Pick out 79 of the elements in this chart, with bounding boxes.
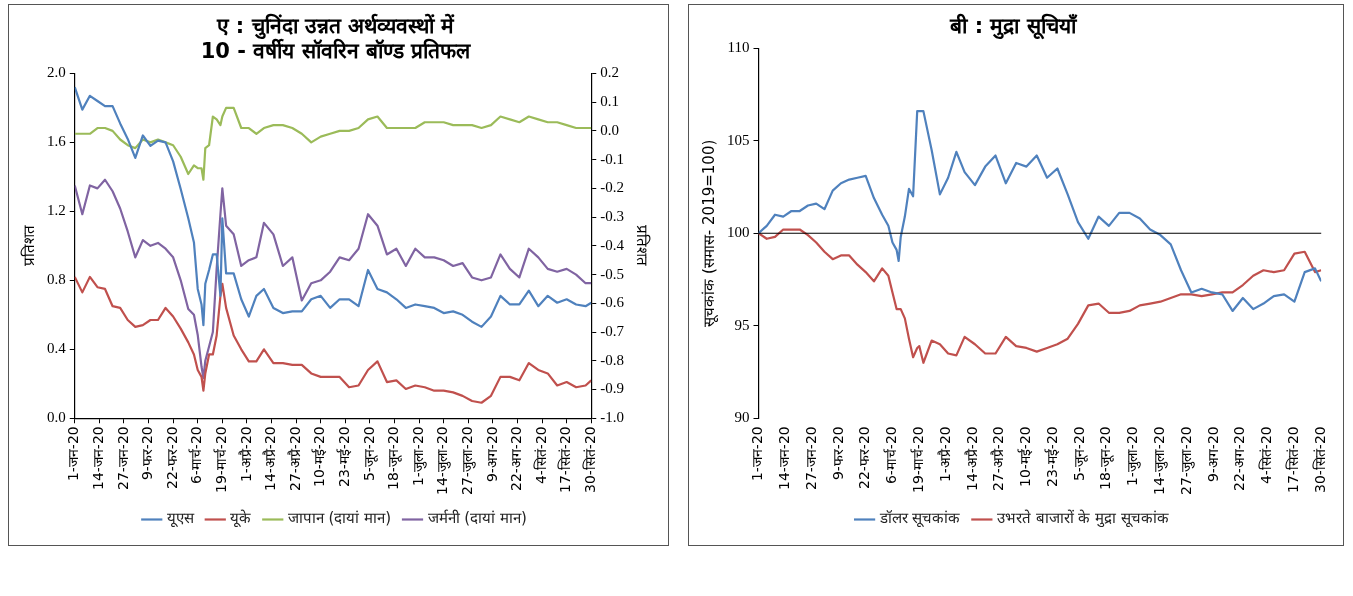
x-tick-label: 17-सितं-20 [557, 426, 574, 493]
y2-tick-label: -0.8 [600, 351, 624, 368]
y2-tick-label: -0.6 [600, 294, 625, 311]
x-tick-label: 4-सितं-20 [1258, 426, 1275, 485]
legend-label: उभरते बाजारों के मुद्रा सूचकांक [996, 509, 1169, 529]
legend-label: डॉलर सूचकांक [878, 509, 961, 529]
x-tick-label: 30-सितं-20 [1311, 426, 1328, 493]
y2-tick-label: -0.4 [600, 236, 625, 253]
y2-tick-label: -0.2 [600, 179, 624, 196]
x-tick-label: 27-जन-20 [114, 426, 131, 490]
legend-label: जर्मनी (दायां मान) [427, 509, 527, 528]
y2-tick-label: -0.1 [600, 150, 624, 167]
y-axis-title: प्रतिशत [19, 225, 38, 267]
y2-axis-title: प्रतिशत [633, 225, 652, 267]
y-tick-label: 95 [734, 316, 750, 333]
x-tick-label: 9-फर-20 [829, 426, 846, 481]
x-tick-label: 5-जून-20 [360, 426, 378, 482]
y2-tick-label: -0.3 [600, 208, 624, 225]
x-tick-label: 6-मार्च-20 [188, 426, 205, 485]
x-tick-label: 17-सितं-20 [1285, 426, 1302, 493]
y2-tick-label: 0.0 [600, 121, 619, 138]
chart-title: ए : चुनिंदा उन्नत अर्थव्यवस्थों में 10 - वर्षीय सॉवरिन बॉण्ड प्रतिफल [200, 13, 472, 64]
x-tick-label: 22-फर-20 [163, 426, 180, 489]
y2-tick-label: -1.0 [600, 409, 624, 426]
x-tick-label: 10-मई-20 [311, 426, 328, 487]
x-tick-label: 1-जन-20 [749, 426, 766, 482]
y-tick-label: 110 [727, 39, 750, 56]
x-tick-label: 14-जुला-20 [1151, 426, 1169, 495]
x-tick-label: 1-जुला-20 [409, 426, 427, 487]
x-tick-label: 27-जुला-20 [1177, 426, 1195, 495]
legend-label: जापान (दायां मान) [287, 509, 392, 528]
x-tick-label: 1-जुला-20 [1124, 426, 1142, 487]
x-tick-label: 27-अप्रै-20 [286, 426, 303, 491]
x-tick-label: 9-अग-20 [483, 426, 500, 483]
x-tick-label: 1-अप्रै-20 [237, 426, 254, 483]
x-tick-label: 5-जून-20 [1070, 426, 1088, 482]
y2-tick-label: -0.7 [600, 322, 625, 339]
y-tick-label: 2.0 [47, 64, 66, 81]
x-tick-label: 14-अप्रै-20 [963, 426, 980, 491]
x-tick-label: 14-जुला-20 [434, 426, 452, 495]
x-tick-label: 22-अग-20 [508, 426, 525, 491]
legend-label: यूके [230, 509, 252, 529]
x-tick-label: 23-मई-20 [1043, 426, 1060, 487]
y2-tick-label: 0.1 [600, 93, 619, 110]
y-tick-label: 90 [734, 409, 750, 426]
x-tick-label: 27-अप्रै-20 [990, 426, 1007, 491]
y2-tick-label: -0.9 [600, 380, 624, 397]
y-tick-label: 100 [727, 224, 750, 241]
x-tick-label: 18-जून-20 [1097, 426, 1115, 490]
y-tick-label: 0.4 [47, 340, 67, 357]
y-tick-label: 105 [727, 131, 750, 148]
x-tick-label: 1-जन-20 [65, 426, 82, 482]
y-tick-label: 0.8 [47, 271, 66, 288]
x-tick-label: 4-सितं-20 [532, 426, 549, 485]
y2-tick-label: -0.5 [600, 265, 624, 282]
y-tick-label: 0.0 [47, 409, 66, 426]
x-tick-label: 6-मार्च-20 [883, 426, 900, 485]
x-tick-label: 27-जुला-20 [458, 426, 476, 495]
x-tick-label: 10-मई-20 [1017, 426, 1034, 487]
x-tick-label: 27-जन-20 [802, 426, 819, 490]
x-tick-label: 18-जून-20 [385, 426, 403, 490]
x-tick-label: 23-मई-20 [335, 426, 352, 487]
x-tick-label: 22-फर-20 [856, 426, 873, 489]
legend-label: यूएस [166, 509, 195, 529]
x-tick-label: 19-मार्च-20 [212, 426, 229, 493]
x-tick-label: 30-सितं-20 [581, 426, 598, 493]
y2-tick-label: 0.2 [600, 64, 619, 81]
x-tick-label: 1-अप्रै-20 [936, 426, 953, 483]
chart-title: बी : मुद्रा सूचियाँ [949, 13, 1078, 41]
y-axis-title: सूचकांक (समास- 2019=100) [699, 139, 719, 327]
x-tick-label: 19-मार्च-20 [909, 426, 926, 493]
x-tick-label: 22-अग-20 [1231, 426, 1248, 491]
x-tick-label: 9-फर-20 [139, 426, 156, 481]
x-tick-label: 14-जन-20 [89, 426, 106, 490]
y-tick-label: 1.6 [47, 133, 67, 150]
x-tick-label: 14-जन-20 [775, 426, 792, 490]
x-tick-label: 9-अग-20 [1204, 426, 1221, 483]
y-tick-label: 1.2 [47, 202, 66, 219]
x-tick-label: 14-अप्रै-20 [262, 426, 279, 491]
